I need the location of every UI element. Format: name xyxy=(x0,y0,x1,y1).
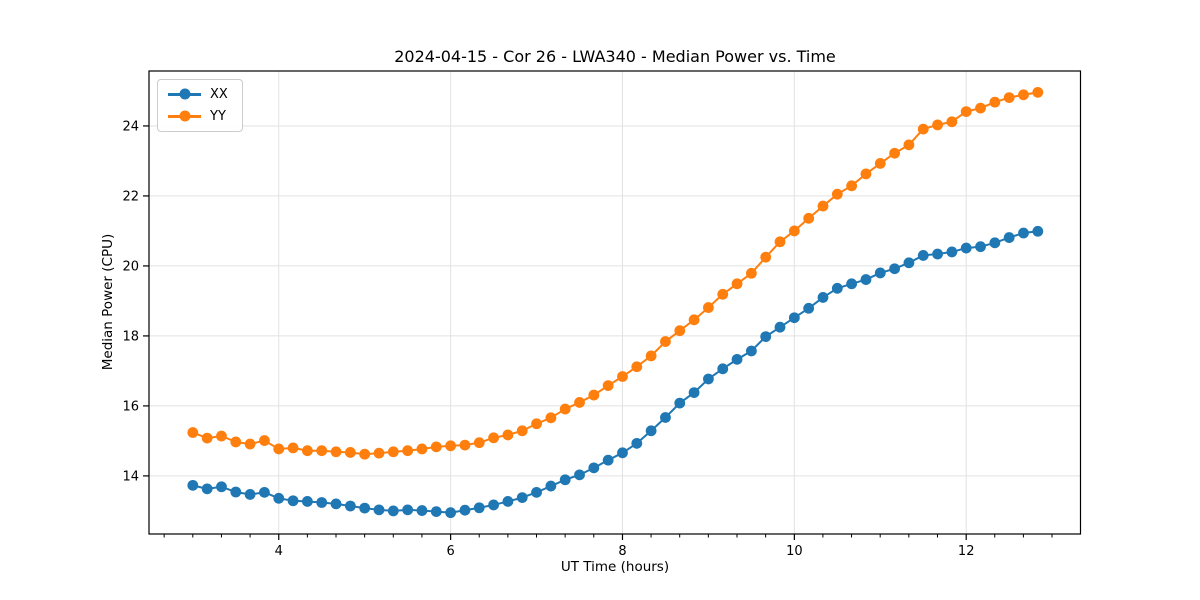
svg-text:18: 18 xyxy=(122,329,139,344)
legend-item-yy: YY xyxy=(168,109,228,124)
svg-text:24: 24 xyxy=(122,119,139,134)
svg-text:22: 22 xyxy=(122,189,139,204)
svg-text:10: 10 xyxy=(786,544,803,559)
legend-line-xx-icon xyxy=(168,88,201,100)
svg-text:20: 20 xyxy=(122,259,139,274)
svg-text:4: 4 xyxy=(275,544,283,559)
chart-title: 2024-04-15 - Cor 26 - LWA340 - Median Po… xyxy=(394,47,836,66)
legend-marker-yy-icon xyxy=(179,110,190,122)
svg-text:12: 12 xyxy=(958,544,975,559)
y-axis-label: Median Power (CPU) xyxy=(100,233,116,371)
legend: XX YY xyxy=(157,79,243,132)
svg-text:6: 6 xyxy=(446,544,454,559)
svg-text:8: 8 xyxy=(618,544,626,559)
legend-line-yy-icon xyxy=(168,110,201,122)
svg-text:16: 16 xyxy=(122,399,139,414)
svg-text:14: 14 xyxy=(122,469,139,484)
legend-label-yy: YY xyxy=(210,109,226,124)
x-axis-label: UT Time (hours) xyxy=(560,559,670,575)
legend-marker-xx-icon xyxy=(179,88,190,100)
legend-label-xx: XX xyxy=(210,87,228,102)
legend-item-xx: XX xyxy=(168,87,228,102)
